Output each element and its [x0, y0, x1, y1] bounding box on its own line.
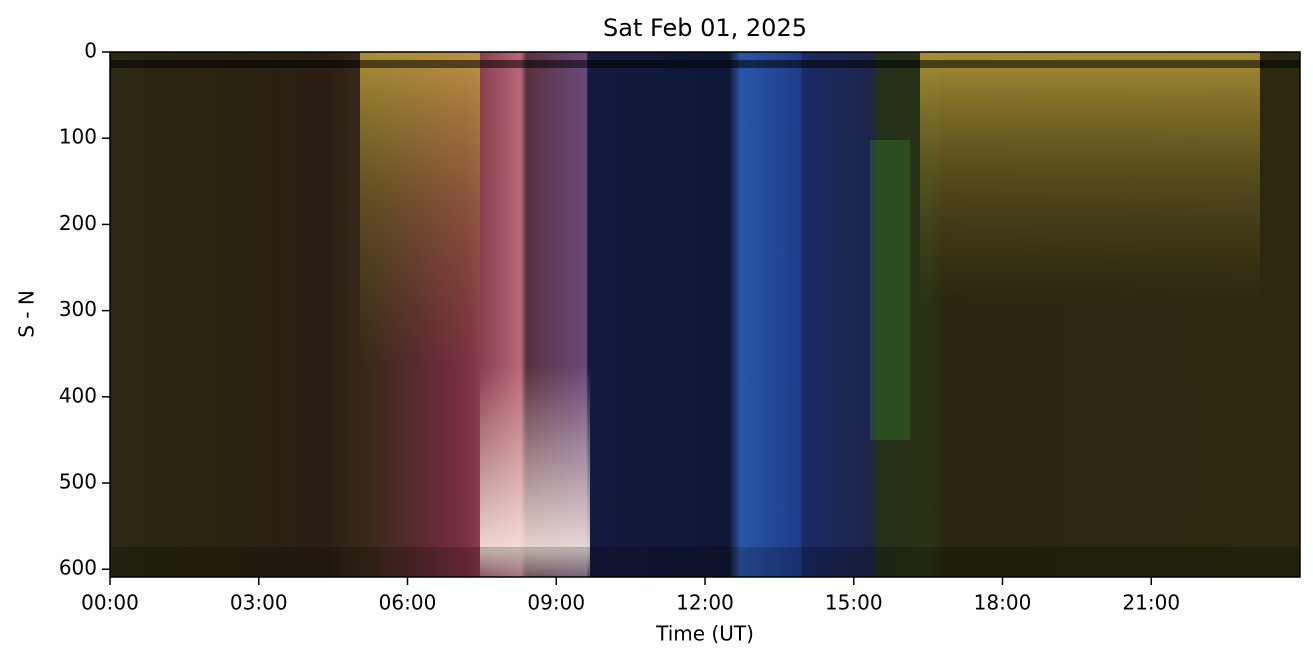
horizon-band: [110, 547, 1300, 577]
y-tick-label: 600: [59, 556, 97, 580]
aurora-glow: [360, 52, 480, 577]
dark-row: [110, 60, 1300, 68]
y-tick-label: 0: [84, 39, 97, 63]
y-tick-label: 300: [59, 297, 97, 321]
x-tick-label: 15:00: [825, 591, 883, 615]
x-tick-label: 00:00: [81, 591, 139, 615]
y-tick-label: 400: [59, 383, 97, 407]
sunlit-glow: [480, 52, 590, 577]
y-tick-label: 100: [59, 125, 97, 149]
aurora-green: [870, 140, 910, 440]
y-tick-label: 200: [59, 211, 97, 235]
chart-title: Sat Feb 01, 2025: [603, 14, 807, 42]
x-tick-label: 06:00: [379, 591, 437, 615]
y-axis-label: S - N: [15, 290, 39, 338]
x-tick-label: 03:00: [230, 591, 288, 615]
x-tick-label: 09:00: [527, 591, 585, 615]
x-tick-label: 21:00: [1122, 591, 1180, 615]
y-tick-label: 500: [59, 470, 97, 494]
aurora-glow: [920, 52, 1260, 472]
x-axis-label: Time (UT): [655, 622, 754, 646]
keogram: [110, 52, 1300, 577]
x-tick-label: 12:00: [676, 591, 734, 615]
x-tick-label: 18:00: [974, 591, 1032, 615]
